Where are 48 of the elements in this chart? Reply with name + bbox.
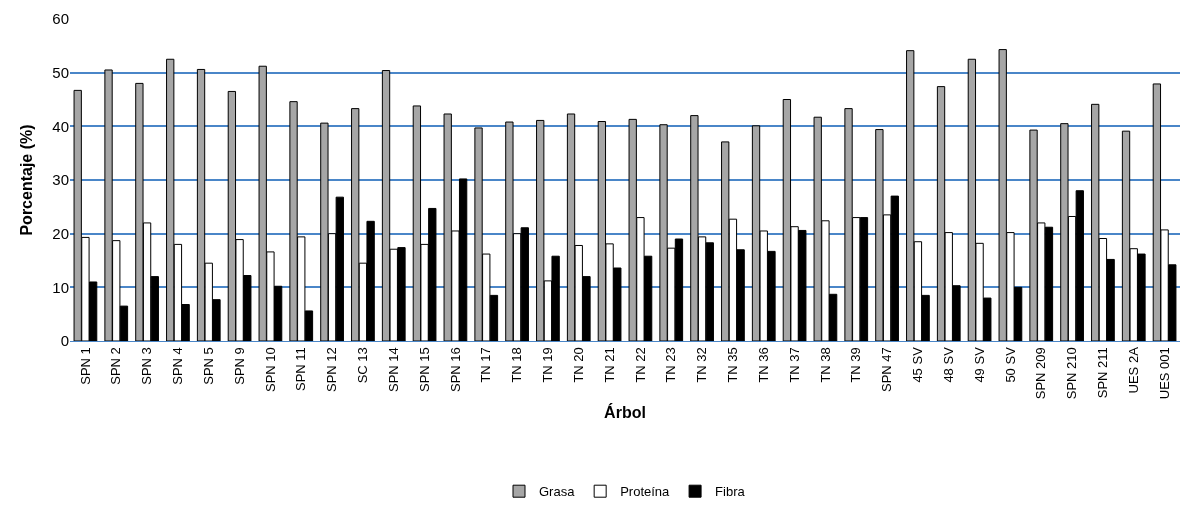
x-tick-label: SPN 12 (324, 347, 340, 393)
x-tick-label: UES 2A (1125, 346, 1141, 394)
x-tick-label: SPN 210 (1064, 347, 1080, 400)
x-tick-label: TN 23 (663, 347, 679, 383)
x-tick-label: SPN 1 (77, 347, 93, 385)
x-tick-label: 49 SV (971, 346, 987, 383)
x-tick-label: 45 SV (910, 346, 926, 383)
x-tick-label: SPN 2 (108, 347, 124, 385)
x-tick-label: TN 35 (725, 347, 741, 383)
legend-label: Proteína (620, 484, 671, 500)
x-tick-label: TN 38 (817, 347, 833, 383)
x-tick-label: SPN 10 (262, 347, 278, 393)
x-tick-label: TN 17 (478, 347, 494, 383)
x-tick-label: TN 37 (786, 347, 802, 383)
x-tick-label: SPN 14 (385, 347, 401, 393)
x-tick-label: TN 22 (632, 347, 648, 383)
x-tick-label: SC 13 (355, 347, 371, 384)
y-tick-label: 50 (52, 63, 69, 81)
x-tick-label: TN 39 (848, 347, 864, 383)
y-tick-label: 40 (52, 117, 69, 135)
x-tick-label: 48 SV (940, 346, 956, 383)
x-tick-label: SPN 11 (293, 347, 309, 392)
y-tick-label: 0 (60, 332, 69, 350)
x-tick-label: SPN 47 (879, 347, 895, 393)
y-axis-title: Porcentaje (%) (18, 124, 36, 236)
x-tick-label: SPN 209 (1033, 347, 1049, 400)
x-tick-label: SPN 15 (416, 347, 432, 393)
y-tick-label: 60 (52, 10, 69, 28)
y-tick-label: 20 (52, 224, 69, 242)
x-tick-label: TN 21 (601, 347, 617, 383)
x-tick-label: SPN 5 (200, 347, 216, 385)
x-tick-label: SPN 211 (1095, 347, 1111, 399)
legend-label: Fibra (715, 484, 746, 500)
y-tick-label: 30 (52, 171, 69, 189)
legend-label: Grasa (539, 484, 576, 500)
x-tick-label: TN 20 (570, 347, 586, 383)
x-tick-label: SPN 16 (447, 347, 463, 393)
x-tick-label: 50 SV (1002, 346, 1018, 383)
x-tick-label: TN 18 (509, 347, 525, 383)
x-axis-title: Árbol (604, 402, 646, 421)
x-tick-label: TN 19 (540, 347, 556, 383)
x-tick-label: SPN 4 (170, 347, 186, 385)
y-tick-label: 10 (52, 278, 69, 296)
x-tick-label: UES 001 (1156, 347, 1172, 400)
x-tick-label: TN 32 (694, 347, 710, 383)
x-tick-label: TN 36 (755, 347, 771, 383)
x-tick-label: SPN 3 (139, 347, 155, 385)
x-tick-label: SPN 9 (231, 347, 247, 385)
